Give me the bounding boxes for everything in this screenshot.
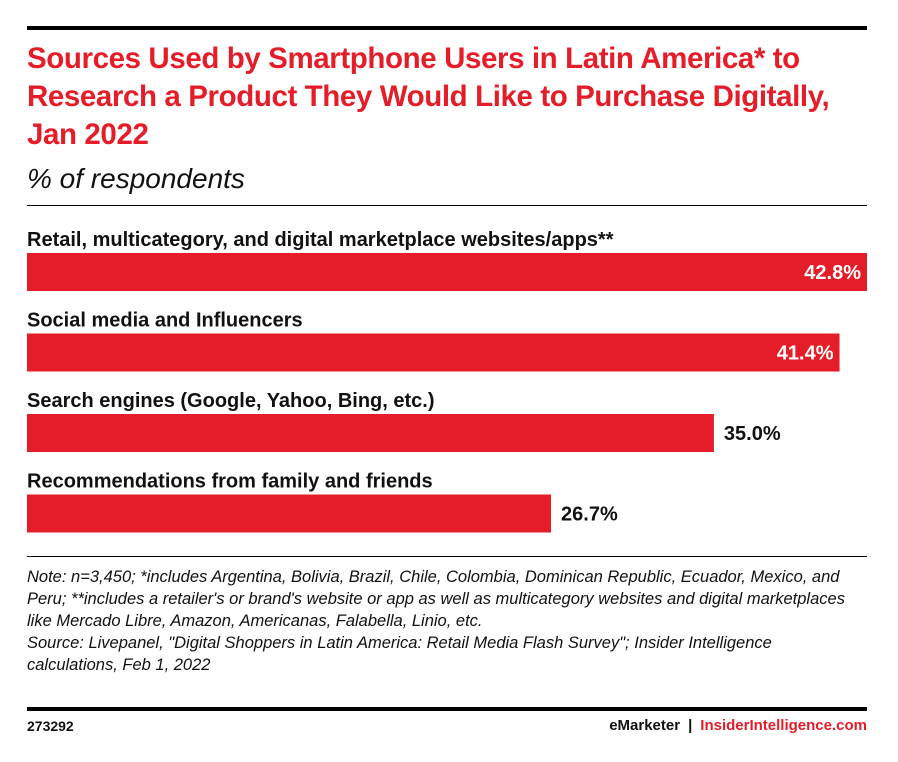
chart-title: Sources Used by Smartphone Users in Lati… [27, 42, 830, 151]
brand-footer: eMarketer | InsiderIntelligence.com [609, 717, 867, 734]
footnote-note: Note: n=3,450; *includes Argentina, Boli… [27, 568, 845, 630]
bar-chart: Retail, multicategory, and digital marke… [27, 229, 867, 533]
category-label: Retail, multicategory, and digital marke… [27, 229, 614, 251]
bar [27, 414, 714, 452]
bar [27, 333, 840, 372]
bar [27, 494, 552, 533]
chart-id: 273292 [27, 718, 74, 734]
brand-separator: | [688, 717, 693, 734]
bottom-rule [27, 707, 867, 711]
subtitle-rule [27, 205, 867, 206]
brand-insider-intelligence-link[interactable]: InsiderIntelligence.com [700, 717, 867, 734]
value-label: 41.4% [777, 343, 834, 365]
category-label: Recommendations from family and friends [27, 471, 433, 493]
value-label: 42.8% [804, 262, 861, 284]
value-label: 35.0% [724, 423, 781, 445]
top-rule [27, 26, 867, 30]
brand-emarketer: eMarketer [609, 717, 681, 734]
footnote-source: Source: Livepanel, "Digital Shoppers in … [27, 634, 772, 674]
category-label: Search engines (Google, Yahoo, Bing, etc… [27, 390, 435, 412]
chart-footnote: Note: n=3,450; *includes Argentina, Boli… [27, 566, 867, 676]
category-label: Social media and Influencers [27, 310, 303, 332]
chart-subtitle: % of respondents [27, 163, 245, 194]
bar [27, 253, 867, 291]
value-label: 26.7% [561, 504, 618, 526]
note-rule [27, 556, 867, 557]
